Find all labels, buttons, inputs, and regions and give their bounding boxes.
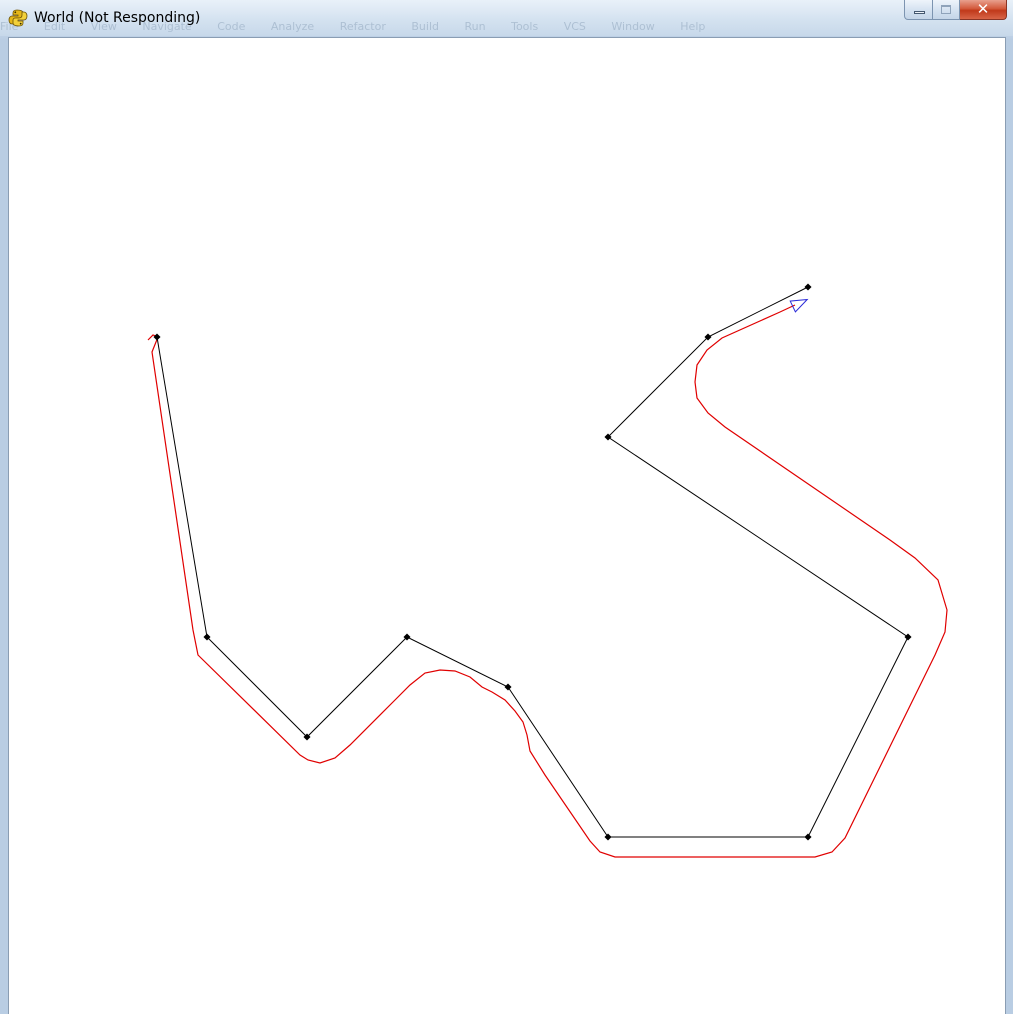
waypoint-dot-icon	[303, 733, 311, 741]
waypoint-dot-icon	[504, 683, 512, 691]
ghost-menu-item: Analyze	[270, 20, 315, 33]
waypoint-dot-icon	[904, 633, 912, 641]
robot-trajectory	[147, 304, 948, 858]
ghost-menu-item: Code	[217, 20, 246, 33]
title-bar[interactable]: File Edit View Navigate Code Analyze Ref…	[0, 0, 1013, 36]
waypoint-dot-icon	[604, 833, 612, 841]
ghost-menu-item: Window	[611, 20, 655, 33]
ghost-menu-item: Help	[680, 20, 706, 33]
waypoint-dot-icon	[804, 833, 812, 841]
ghost-menu-item: Tools	[511, 20, 539, 33]
background-menubar: File Edit View Navigate Code Analyze Ref…	[0, 20, 705, 36]
ghost-menu-item: Run	[464, 20, 486, 33]
waypoint-dot-icon	[704, 333, 712, 341]
close-button[interactable]: ✕	[960, 0, 1007, 20]
waypoint-dot-icon	[604, 433, 612, 441]
ghost-menu-item: Edit	[43, 20, 66, 33]
python-snake-icon[interactable]	[8, 8, 28, 28]
ghost-menu-item: VCS	[563, 20, 586, 33]
maximize-icon	[941, 5, 951, 14]
waypoint-dot-icon	[403, 633, 411, 641]
caption-buttons: ✕	[904, 0, 1007, 22]
ghost-menu-item: Navigate	[142, 20, 192, 33]
waypoint-dot-icon	[153, 333, 161, 341]
waypoint-dot-icon	[203, 633, 211, 641]
close-icon: ✕	[976, 0, 990, 18]
minimize-button[interactable]	[904, 0, 933, 20]
world-drawing	[147, 283, 948, 858]
minimize-icon	[914, 11, 925, 14]
ghost-menu-item: Refactor	[339, 20, 386, 33]
waypoints	[153, 283, 912, 841]
window-title: World (Not Responding)	[34, 10, 201, 26]
world-canvas[interactable]	[8, 37, 1006, 1014]
agent-arrowhead-icon	[789, 298, 809, 313]
ghost-menu-item: Build	[411, 20, 439, 33]
ghost-menu-item: View	[90, 20, 117, 33]
maximize-button[interactable]	[933, 0, 960, 20]
waypoint-dot-icon	[804, 283, 812, 291]
